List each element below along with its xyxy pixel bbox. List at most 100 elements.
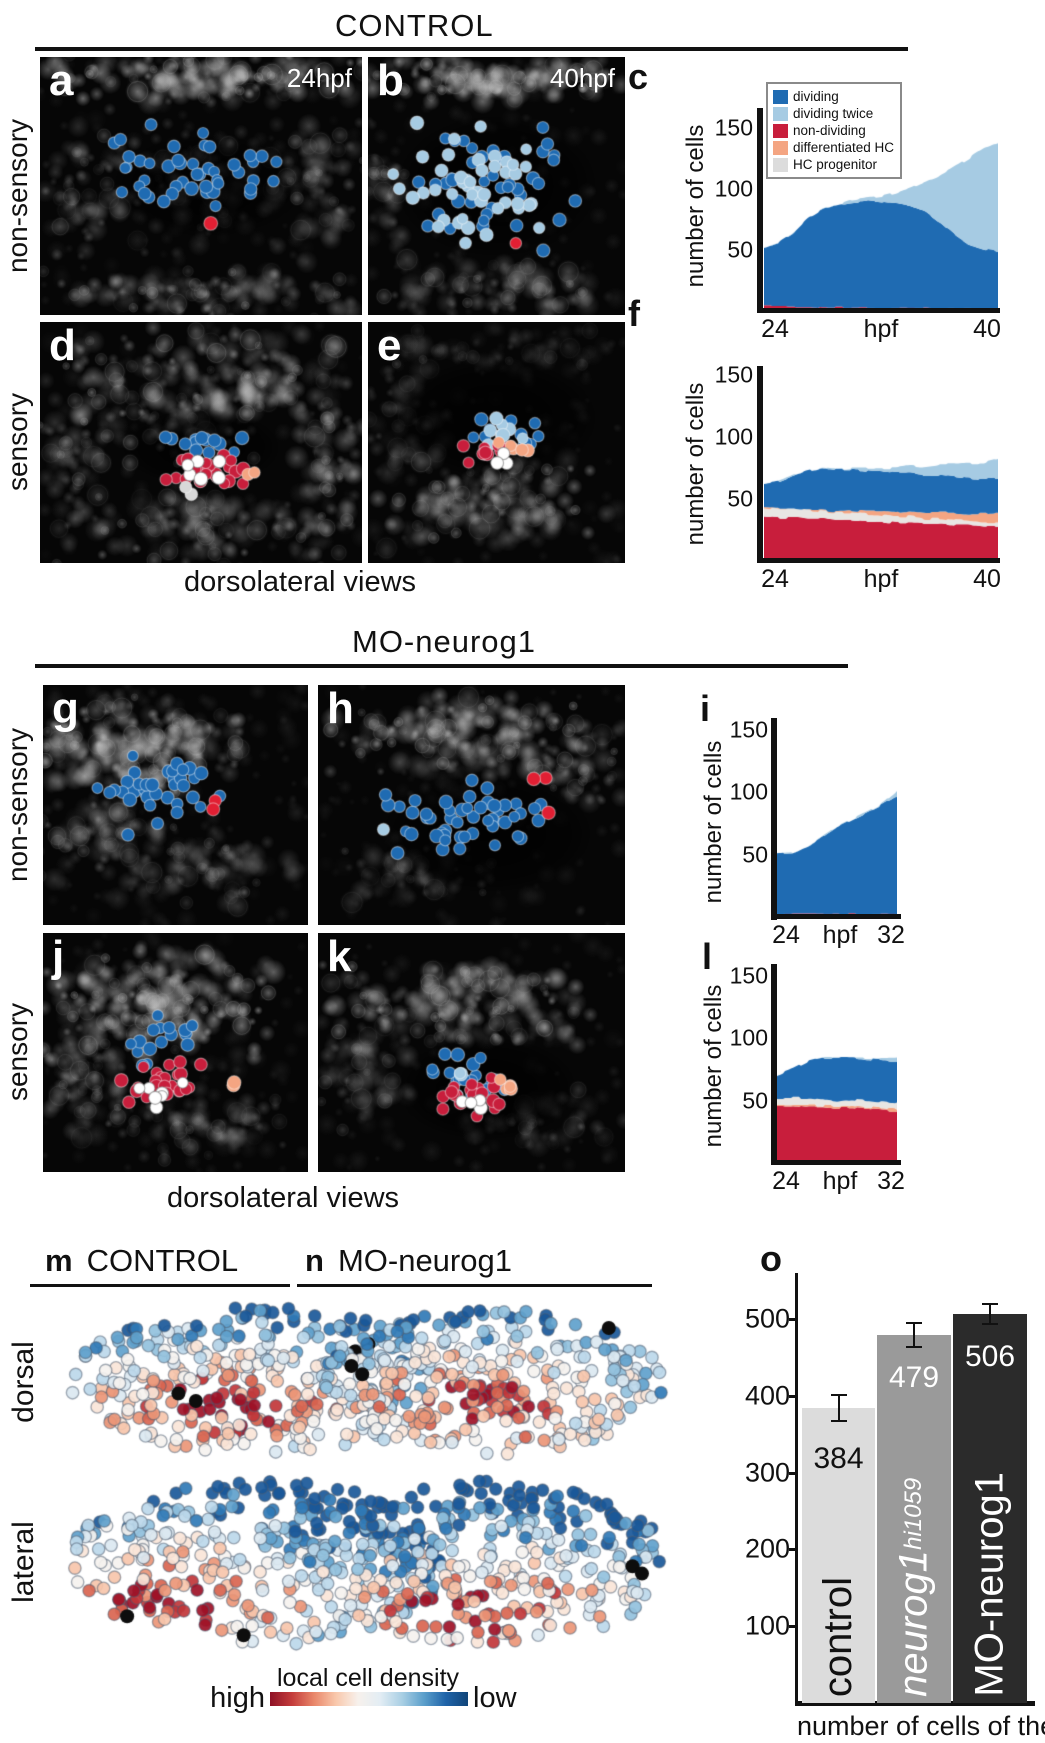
bar-category: control xyxy=(802,1577,875,1697)
x-axis-tick-label: 40 xyxy=(973,565,1001,593)
y-axis-tick-mark xyxy=(789,1471,796,1475)
y-axis-tick-mark xyxy=(789,1318,796,1321)
views-caption-1: dorsolateral views xyxy=(183,566,417,598)
bar-control: 384 control xyxy=(802,1408,875,1703)
x-axis-line xyxy=(757,308,1000,313)
panel-letter-l: l xyxy=(702,936,713,977)
micrograph-image-d xyxy=(40,322,362,563)
density-legend-high: high xyxy=(210,1682,265,1714)
panel-letter-f: f xyxy=(628,293,640,334)
y-axis-tick-label: 50 xyxy=(742,841,768,867)
y-axis-tick-label: 150 xyxy=(714,361,753,388)
heading-m-text: CONTROL xyxy=(86,1243,239,1278)
y-axis-tick-label: 50 xyxy=(742,1087,768,1113)
y-axis-tick-label: 400 xyxy=(744,1380,790,1411)
y-axis-tick-label: 100 xyxy=(714,175,753,202)
section-rule-control xyxy=(35,47,908,51)
density-scatter-n-lateral xyxy=(300,1470,680,1655)
legend-swatch xyxy=(773,89,788,104)
panel-letter-i: i xyxy=(700,688,711,729)
bar-neurog1: 479 neurog1 hi1059 xyxy=(877,1335,951,1703)
panel-letter-j: j xyxy=(52,932,65,981)
error-bar-cap-bottom xyxy=(982,1323,998,1326)
micrograph-image-k xyxy=(318,933,625,1172)
x-axis-line xyxy=(771,914,901,919)
timepoint-tag-40hpf: 40hpf xyxy=(549,63,615,93)
x-axis-tick-label: 40 xyxy=(973,315,1001,343)
bar-category-superscript: hi1059 xyxy=(900,1478,927,1551)
micrograph-image-j xyxy=(43,933,308,1172)
row-label-lateral: lateral xyxy=(7,1521,40,1603)
y-axis-tick-label: 150 xyxy=(714,114,753,141)
legend-item: dividing xyxy=(773,88,894,105)
micrograph-panel-k: k xyxy=(318,932,625,1172)
legend-label: dividing xyxy=(793,89,839,104)
panel-letter-a: a xyxy=(49,56,74,105)
micrograph-image-e xyxy=(368,322,625,563)
x-axis-tick-label: hpf xyxy=(822,921,858,949)
bar-chart-caption: number of cells of the ov xyxy=(797,1711,1045,1741)
y-axis-tick-label: 100 xyxy=(714,423,753,450)
row-label-sensory-1: sensory xyxy=(2,392,33,492)
micrograph-panel-b: b 40hpf xyxy=(368,56,625,315)
panel-letter-c: c xyxy=(628,56,649,97)
bar-MO-neurog1: 506 MO-neurog1 xyxy=(953,1314,1027,1703)
x-axis-tick-label: hpf xyxy=(822,1167,858,1195)
x-axis-tick-label: hpf xyxy=(863,315,899,343)
area-chart-l xyxy=(777,968,897,1163)
views-caption-2: dorsolateral views xyxy=(166,1182,400,1214)
error-bar-stem xyxy=(913,1322,915,1348)
y-axis-tick-label: 50 xyxy=(727,485,753,512)
y-axis-tick-label: 500 xyxy=(744,1303,790,1334)
micrograph-panel-d: d xyxy=(40,321,362,563)
x-axis-tick-label: 32 xyxy=(877,1167,905,1195)
heading-m-control: m CONTROL xyxy=(45,1243,238,1279)
bar-category-label: neurog1 xyxy=(891,1550,936,1697)
y-axis-line xyxy=(757,108,763,313)
heading-m-rule xyxy=(30,1284,290,1287)
bar-category-label: MO-neurog1 xyxy=(967,1472,1012,1697)
heading-n-mo-neurog1: n MO-neurog1 xyxy=(305,1243,512,1279)
error-bar-cap-top xyxy=(830,1394,847,1397)
panel-letter-o: o xyxy=(760,1238,782,1279)
panel-letter-g: g xyxy=(52,684,79,733)
heading-n-text: MO-neurog1 xyxy=(337,1243,512,1278)
y-axis-tick-mark xyxy=(789,1548,796,1552)
y-axis-tick-label: 50 xyxy=(727,236,753,263)
panel-letter-h: h xyxy=(327,684,354,733)
x-axis-tick-label: 24 xyxy=(772,921,800,949)
error-bar-cap-bottom xyxy=(906,1346,922,1349)
error-bar-stem xyxy=(837,1395,840,1422)
area-chart-f xyxy=(764,368,998,561)
y-axis-tick-mark xyxy=(789,1394,796,1398)
y-axis-line xyxy=(771,718,777,920)
y-axis-title: number of cells xyxy=(682,382,709,546)
micrograph-image-g xyxy=(43,685,308,925)
area-chart-c xyxy=(764,110,998,311)
panel-letter-n: n xyxy=(305,1243,324,1278)
x-axis-tick-label: 24 xyxy=(761,315,789,343)
density-scatter-n-dorsal xyxy=(310,1300,670,1465)
y-axis-tick-label: 200 xyxy=(744,1533,790,1564)
row-label-sensory-2: sensory xyxy=(2,1002,33,1102)
x-axis-tick-label: 24 xyxy=(761,565,789,593)
x-axis-tick-label: hpf xyxy=(863,565,899,593)
y-axis-line xyxy=(795,1273,798,1706)
y-axis-tick-label: 100 xyxy=(744,1610,790,1641)
timepoint-tag-24hpf: 24hpf xyxy=(286,63,352,93)
bar-category: neurog1 hi1059 xyxy=(877,1478,951,1697)
area-chart-i xyxy=(777,722,897,917)
panel-letter-m: m xyxy=(45,1243,73,1278)
section-rule-mo xyxy=(35,664,848,668)
y-axis-tick-label: 150 xyxy=(729,962,768,988)
section-title-mo-neurog1: MO-neurog1 xyxy=(352,624,537,659)
heading-n-rule xyxy=(297,1284,652,1287)
bar-value-label: 479 xyxy=(888,1361,940,1395)
y-axis-line xyxy=(771,964,777,1165)
error-bar-stem xyxy=(989,1304,991,1325)
section-title-control: CONTROL xyxy=(335,8,494,43)
bar-value-label: 384 xyxy=(813,1442,864,1476)
y-axis-line xyxy=(757,366,763,563)
bar-value-label: 506 xyxy=(964,1340,1016,1374)
